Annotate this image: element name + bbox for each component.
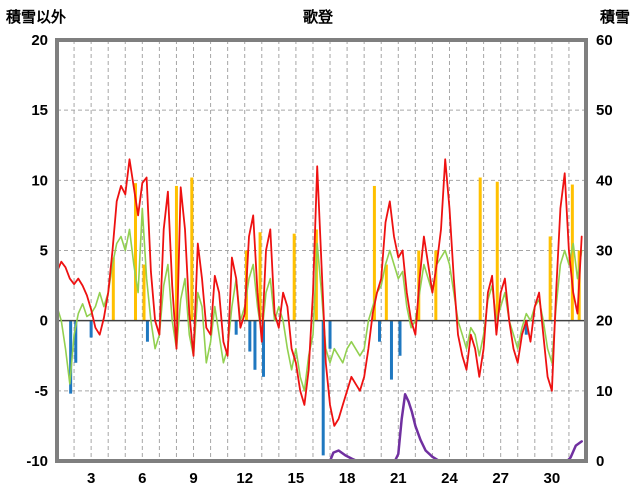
blue-bars bbox=[69, 320, 73, 394]
orange-bars bbox=[258, 232, 262, 321]
blue-bars bbox=[321, 320, 325, 456]
right-axis-tick-label: 30 bbox=[596, 243, 613, 260]
blue-bars bbox=[145, 320, 149, 342]
x-axis-tick-label: 6 bbox=[138, 470, 146, 487]
blue-bars bbox=[248, 320, 252, 352]
right-axis-tick-label: 40 bbox=[596, 172, 613, 189]
orange-bars bbox=[548, 236, 552, 321]
blue-bars bbox=[398, 320, 402, 356]
right-axis-tick-label: 20 bbox=[596, 313, 613, 330]
x-axis-tick-label: 3 bbox=[87, 470, 95, 487]
left-axis-tick-label: -10 bbox=[26, 453, 48, 470]
blue-bars bbox=[389, 320, 393, 380]
right-axis-title: 積雪 bbox=[599, 9, 630, 26]
blue-bars bbox=[234, 320, 238, 335]
orange-bars bbox=[174, 185, 178, 321]
x-axis-tick-label: 9 bbox=[189, 470, 197, 487]
right-axis-tick-label: 50 bbox=[596, 102, 613, 119]
x-axis-tick-label: 12 bbox=[236, 470, 253, 487]
blue-bars bbox=[261, 320, 265, 377]
orange-bars bbox=[570, 184, 574, 321]
orange-bars bbox=[292, 233, 296, 321]
x-axis-tick-label: 18 bbox=[339, 470, 356, 487]
left-axis-tick-label: 5 bbox=[40, 243, 48, 260]
blue-bars bbox=[524, 320, 528, 335]
blue-bars bbox=[328, 320, 332, 349]
blue-bars bbox=[253, 320, 257, 370]
red-line bbox=[56, 158, 583, 427]
x-axis-tick-label: 15 bbox=[288, 470, 305, 487]
plot-frame bbox=[55, 38, 588, 463]
orange-bars bbox=[372, 185, 376, 321]
orange-bars bbox=[190, 177, 194, 321]
orange-bars bbox=[478, 177, 482, 321]
orange-bars bbox=[434, 250, 438, 321]
chart-header: 積雪以外 歌登 積雪 bbox=[0, 6, 636, 28]
orange-bars bbox=[384, 264, 388, 321]
orange-bars bbox=[142, 264, 146, 321]
orange-bars bbox=[133, 183, 137, 321]
right-axis-tick-label: 60 bbox=[596, 32, 613, 49]
right-axis-tick-label: 0 bbox=[596, 453, 604, 470]
blue-bars bbox=[378, 320, 382, 342]
orange-bars bbox=[495, 181, 499, 321]
left-axis-tick-label: 20 bbox=[31, 32, 48, 49]
right-axis-tick-label: 10 bbox=[596, 383, 613, 400]
left-axis-tick-label: 0 bbox=[40, 313, 48, 330]
blue-bars bbox=[89, 320, 93, 338]
left-axis-tick-label: -5 bbox=[35, 383, 48, 400]
chart-title: 歌登 bbox=[302, 9, 333, 26]
blue-bars bbox=[74, 320, 78, 363]
left-axis-tick-label: 10 bbox=[31, 172, 48, 189]
x-axis-tick-label: 30 bbox=[544, 470, 561, 487]
x-axis-tick-label: 24 bbox=[441, 470, 458, 487]
left-axis-title: 積雪以外 bbox=[6, 9, 67, 26]
x-axis-tick-label: 21 bbox=[390, 470, 407, 487]
x-axis-tick-label: 27 bbox=[492, 470, 509, 487]
orange-bars bbox=[111, 257, 115, 321]
left-axis-tick-label: 15 bbox=[31, 102, 48, 119]
